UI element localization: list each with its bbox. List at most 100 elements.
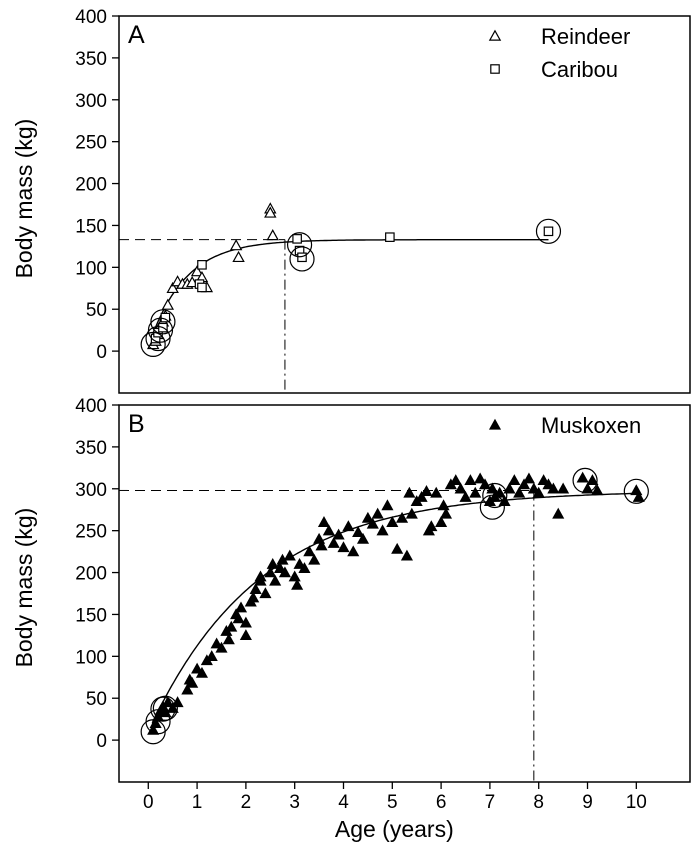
muskoxen-point <box>439 507 453 519</box>
x-tick-label: 7 <box>485 792 496 813</box>
muskoxen-point <box>210 637 223 649</box>
muskoxen-point <box>366 517 379 529</box>
muskoxen-point <box>474 472 487 484</box>
circled-point-ring <box>140 331 166 358</box>
panel-a-label: A <box>128 21 145 49</box>
muskoxen-point <box>293 557 306 569</box>
muskoxen-point <box>303 545 316 557</box>
muskoxen-point <box>420 485 433 496</box>
panel-a-legend: Reindeer Caribou <box>488 24 630 82</box>
panel-b-x-ticks: 0 1 2 3 4 5 6 7 8 9 10 <box>143 782 647 813</box>
muskoxen-point <box>576 471 589 483</box>
panel-b: B Body mass (kg) 05010015020025030035040… <box>11 396 691 842</box>
caribou-point <box>385 232 395 242</box>
panel-b-circled-points <box>140 467 649 745</box>
panel-b-growth-curve <box>151 492 639 724</box>
muskoxen-point <box>266 557 279 569</box>
muskoxen-point <box>381 499 394 511</box>
y-tick-label: 250 <box>75 522 107 543</box>
muskoxen-point <box>552 507 565 519</box>
x-tick-label: 6 <box>436 792 447 813</box>
muskoxen-point <box>283 549 296 561</box>
caribou-point <box>297 252 307 263</box>
muskoxen-point <box>232 612 245 624</box>
circled-point-ring <box>623 478 649 504</box>
panel-a-circled-points <box>140 218 562 358</box>
circled-point-ring <box>289 246 315 272</box>
x-tick-label: 2 <box>241 792 252 813</box>
x-tick-label: 3 <box>289 792 300 813</box>
panel-b-label: B <box>128 410 145 438</box>
reindeer-point <box>161 298 175 310</box>
muskoxen-point <box>542 478 555 490</box>
muskoxen-point <box>586 474 599 486</box>
x-tick-label: 1 <box>192 792 203 813</box>
muskoxen-point <box>215 641 228 653</box>
circled-point-ring <box>479 494 505 520</box>
muskoxen-point <box>376 524 389 536</box>
muskoxen-point <box>527 482 540 494</box>
muskoxen-point <box>400 549 413 561</box>
reindeer-point <box>166 281 179 294</box>
panel-b-x-axis-label: Age (years) <box>335 816 454 842</box>
muskoxen-point <box>161 696 174 708</box>
reindeer-point <box>232 250 245 263</box>
legend-label: Reindeer <box>541 24 630 49</box>
muskoxen-point <box>291 578 304 590</box>
muskoxen-point <box>278 566 291 578</box>
reindeer-point <box>190 265 204 277</box>
panel-a-reference-lines <box>119 239 286 393</box>
muskoxen-point <box>308 553 321 565</box>
panel-a-y-ticks: 0 50 100 150 200 250 300 350 400 <box>75 7 119 363</box>
muskoxen-point <box>327 537 340 548</box>
muskoxen-point <box>425 520 438 532</box>
circled-point-ring <box>572 467 598 493</box>
muskoxen-point <box>239 629 252 641</box>
y-tick-label: 50 <box>86 689 107 710</box>
y-tick-label: 0 <box>96 342 107 363</box>
muskoxen-point <box>239 616 252 628</box>
muskoxen-point <box>288 570 301 582</box>
legend-label: Caribou <box>541 57 618 82</box>
muskoxen-point <box>518 478 531 490</box>
muskoxen-point <box>632 490 645 502</box>
panel-b-legend: Muskoxen <box>488 413 641 438</box>
muskoxen-point <box>317 516 331 527</box>
muskoxen-point <box>459 490 472 502</box>
muskoxen-point <box>181 683 194 695</box>
caribou-point <box>292 234 302 244</box>
panel-b-y-ticks: 0 50 100 150 200 250 300 350 400 <box>75 396 119 752</box>
muskoxen-point <box>234 601 248 613</box>
muskoxen-point <box>249 583 262 594</box>
muskoxen-point <box>415 490 428 502</box>
muskoxen-point <box>342 520 355 532</box>
muskoxen-point <box>356 532 370 544</box>
circled-point-ring <box>535 218 562 244</box>
y-tick-label: 200 <box>75 564 107 585</box>
muskoxen-point <box>269 574 282 586</box>
muskoxen-point <box>254 570 267 582</box>
circled-point-ring <box>286 232 313 258</box>
y-tick-label: 150 <box>75 216 107 237</box>
muskoxen-point <box>403 486 416 498</box>
y-tick-label: 100 <box>75 258 107 279</box>
muskoxen-point <box>486 482 499 494</box>
y-tick-label: 250 <box>75 133 107 154</box>
circled-point-ring <box>145 325 171 352</box>
muskoxen-point <box>352 526 365 538</box>
panel-a: A Body mass (kg) 0 50 100 150 200 250 300 350 40… <box>11 7 691 394</box>
muskoxen-point <box>274 562 287 574</box>
x-tick-label: 0 <box>143 792 154 813</box>
y-tick-label: 350 <box>75 49 107 70</box>
y-tick-label: 50 <box>86 300 107 321</box>
caribou-point <box>197 260 207 270</box>
panel-b-frame <box>118 404 691 783</box>
muskoxen-point <box>361 511 374 523</box>
muskoxen-point <box>464 474 477 486</box>
panel-b-points <box>147 471 645 735</box>
y-tick-label: 100 <box>75 647 107 668</box>
circled-point-ring <box>147 317 174 343</box>
muskoxen-point <box>149 717 162 729</box>
muskoxen-point <box>532 486 545 498</box>
